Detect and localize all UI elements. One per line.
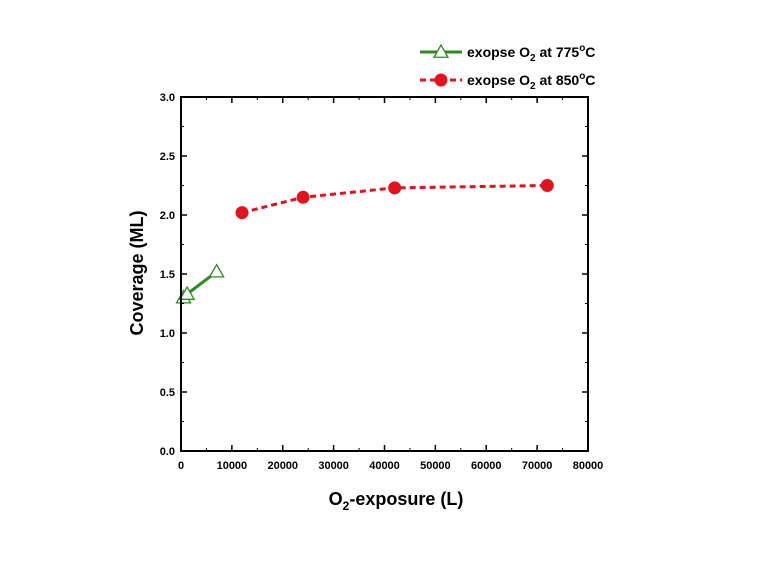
x-tick-label: 0 [178,460,184,472]
data-point-circle [540,179,554,192]
y-tick-label: 1.5 [160,269,175,281]
data-point-triangle [178,285,196,300]
data-point-triangle [432,43,450,58]
data-point-triangle [208,263,225,278]
plot-frame [180,96,589,452]
x-tick-label: 50000 [420,460,451,472]
y-tick-label: 1.0 [160,328,175,340]
legend-item: exopse O2 at 850oC [420,71,595,92]
y-tick-label: 2.0 [160,210,175,222]
series-2 [235,179,554,220]
y-tick-label: 3.0 [160,92,175,104]
legend-label: exopse O2 at 775oC [467,43,595,64]
series-line [241,184,548,215]
x-tick-label: 60000 [471,460,502,472]
y-tick-label: 0.5 [160,387,175,399]
data-point-circle [296,190,310,204]
x-tick-label: 30000 [318,460,349,472]
data-point-circle [388,181,402,195]
x-tick-label: 10000 [217,460,248,472]
plot-content [175,179,554,304]
y-tick-label: 2.5 [160,151,175,163]
data-point-circle [434,73,448,87]
y-tick-label: 0.0 [160,446,175,458]
legend: exopse O2 at 775oC exopse O2 at 850oC [420,43,595,92]
data-point-circle [235,206,249,220]
x-tick-label: 20000 [267,460,298,472]
x-tick-label: 80000 [573,460,604,472]
x-tick-label: 40000 [369,460,400,472]
legend-item: exopse O2 at 775oC [420,43,595,64]
y-axis-title: Coverage (ML) [127,210,147,335]
y-axis: 0.0 0.5 1.0 1.5 2.0 2.5 3.0 [160,92,588,458]
legend-label: exopse O2 at 850oC [467,71,595,92]
series-1 [175,263,225,304]
x-axis-title: O2-exposure (L) [329,489,464,513]
x-axis: 0 10000 20000 30000 40000 50000 60000 70000 8000… [178,97,603,472]
x-tick-label: 70000 [522,460,553,472]
